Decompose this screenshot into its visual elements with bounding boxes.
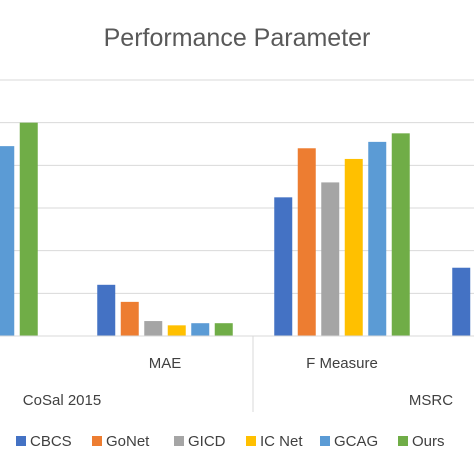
legend-swatch	[16, 436, 26, 446]
legend: CBCS GoNet GICD IC Net GCAG Ours	[16, 433, 445, 450]
bar-gicd	[144, 321, 163, 336]
legend-label: IC Net	[260, 433, 303, 450]
category-label: MAE	[149, 355, 182, 372]
legend-label: Ours	[412, 433, 445, 450]
category-label: F Measure	[306, 355, 378, 372]
legend-label: GICD	[188, 433, 226, 450]
bar-ours	[19, 122, 38, 337]
bar-gcag	[191, 323, 210, 336]
bar-gonet	[297, 148, 316, 336]
legend-item: GICD	[174, 433, 226, 450]
bar-cbcs	[452, 267, 471, 336]
legend-swatch	[320, 436, 330, 446]
chart-title: Performance Parameter	[104, 24, 371, 52]
bar-gcag	[0, 146, 15, 336]
legend-swatch	[92, 436, 102, 446]
legend-label: GoNet	[106, 433, 150, 450]
bar-ours	[214, 323, 233, 336]
bar-gcag	[368, 141, 387, 336]
bar-ic-net	[167, 325, 186, 336]
legend-swatch	[246, 436, 256, 446]
group-label: CoSal 2015	[23, 392, 101, 409]
legend-swatch	[174, 436, 184, 446]
bar-cbcs	[274, 197, 293, 336]
legend-item: IC Net	[246, 433, 303, 450]
bar-ic-net	[344, 158, 363, 336]
legend-item: Ours	[398, 433, 445, 450]
bar-gicd	[321, 182, 340, 336]
legend-label: GCAG	[334, 433, 378, 450]
legend-item: GoNet	[92, 433, 150, 450]
legend-item: CBCS	[16, 433, 72, 450]
legend-swatch	[398, 436, 408, 446]
bar-cbcs	[97, 284, 116, 336]
legend-label: CBCS	[30, 433, 72, 450]
legend-item: GCAG	[320, 433, 378, 450]
bar-ours	[391, 133, 410, 336]
group-label: MSRC	[409, 392, 453, 409]
bars	[0, 122, 471, 337]
bar-gonet	[120, 301, 139, 336]
